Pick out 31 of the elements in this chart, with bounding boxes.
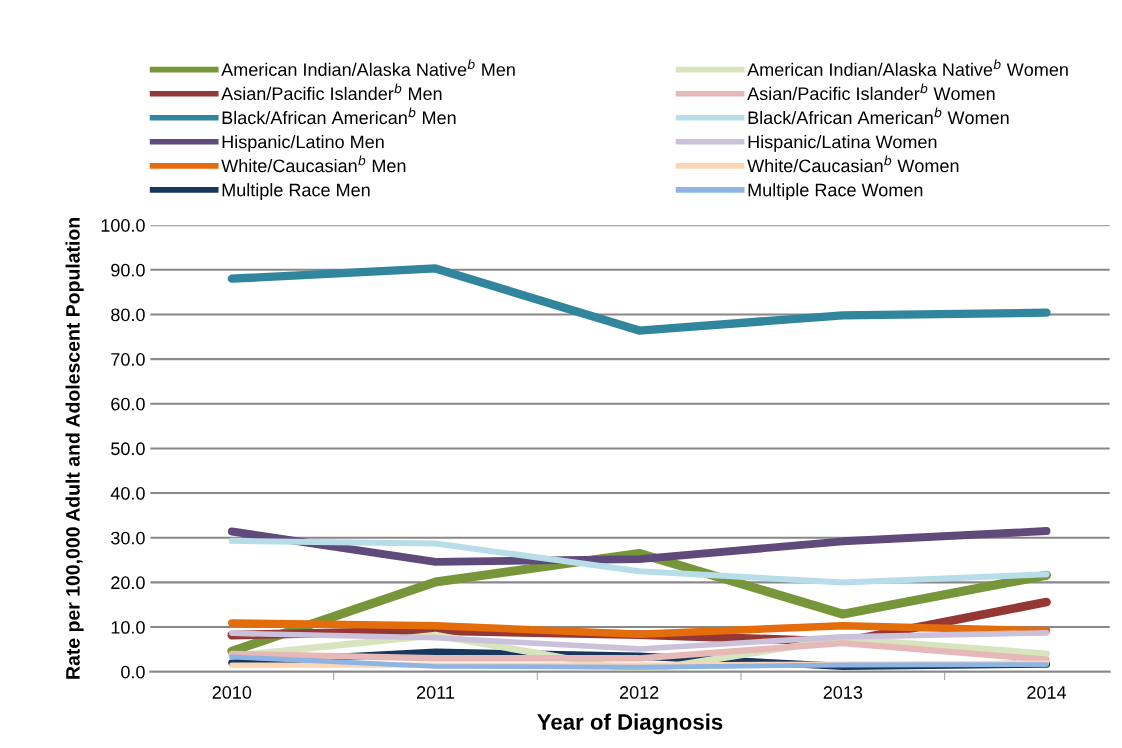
y-tick-label: 80.0 <box>111 308 145 322</box>
y-axis-title: Rate per 100,000 Adult and Adolescent Population <box>65 218 84 679</box>
x-tick-label: 2010 <box>212 686 252 699</box>
y-tick-label: 10.0 <box>111 620 145 634</box>
legend-label: Asian/Pacific Islander$^{b}$ Women <box>747 83 995 101</box>
legend-label: Hispanic/Latino Men <box>222 135 384 152</box>
y-tick-label: 100.0 <box>101 219 145 232</box>
legend-label: Black/African American$^{b}$ Men <box>222 107 456 125</box>
x-tick-label: 2011 <box>416 686 455 699</box>
y-tick-label: 60.0 <box>111 397 145 411</box>
legend-label: Multiple Race Women <box>748 183 923 200</box>
y-tick-label: 40.0 <box>110 487 145 500</box>
x-tick-label: 2013 <box>823 686 863 699</box>
y-tick-label: 50.0 <box>111 442 145 456</box>
line-series <box>229 654 1049 670</box>
x-tick-label: 2014 <box>1027 686 1067 699</box>
x-axis-title: Year of Diagnosis <box>537 713 723 735</box>
legend-label: American Indian/Alaska Native$^{b}$ Women <box>747 59 1068 77</box>
legend-label: Multiple Race Men <box>222 183 370 200</box>
y-tick-label: 0.0 <box>121 665 145 679</box>
legend-label: Hispanic/Latina Women <box>748 135 937 152</box>
legend-label: American Indian/Alaska Native$^{b}$ Men <box>221 59 515 77</box>
y-tick-label: 30.0 <box>111 531 145 545</box>
x-tick-label: 2012 <box>620 686 659 699</box>
y-tick-label: 70.0 <box>111 353 145 366</box>
legend-label: Black/African American$^{b}$ Women <box>748 107 1009 125</box>
legend-label: White/Caucasian$^{b}$ Women <box>747 155 959 173</box>
legend-label: White/Caucasian$^{b}$ Men <box>221 155 406 173</box>
y-tick-label: 20.0 <box>111 576 145 590</box>
y-tick-label: 90.0 <box>111 263 145 277</box>
legend-label: Asian/Pacific Islander$^{b}$ Men <box>221 83 442 101</box>
